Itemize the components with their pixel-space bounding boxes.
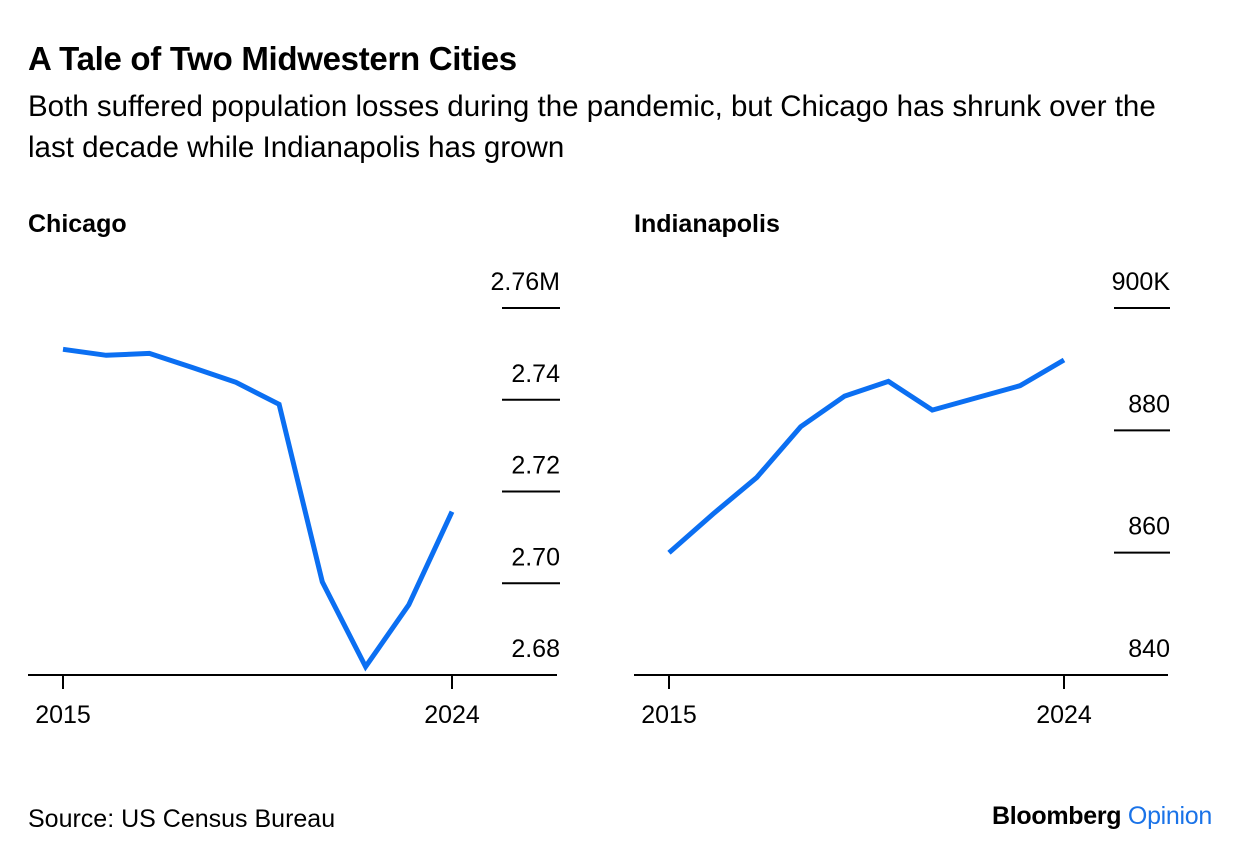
chicago-ytick-label-4: 2.68 bbox=[511, 635, 560, 663]
indianapolis-ytick-label-3: 840 bbox=[1128, 635, 1170, 663]
chicago-panel-title: Chicago bbox=[28, 210, 127, 238]
indianapolis-xtick-label-0: 2015 bbox=[641, 701, 697, 729]
source-note: Source: US Census Bureau bbox=[28, 805, 336, 833]
chicago-ytick-label-0: 2.76M bbox=[491, 268, 560, 296]
chicago-series-line-0 bbox=[62, 346, 455, 672]
indianapolis-ytick-label-2: 860 bbox=[1128, 513, 1170, 541]
chicago-ytick-label-3: 2.70 bbox=[511, 543, 560, 571]
brand-logo: Bloomberg Opinion bbox=[992, 802, 1212, 831]
chicago-xtick-label-0: 2015 bbox=[35, 701, 91, 729]
chicago-ytick-label-1: 2.74 bbox=[511, 360, 560, 388]
chicago-ytick-label-2: 2.72 bbox=[511, 452, 560, 480]
chart-subtitle: Both suffered population losses during t… bbox=[28, 90, 1156, 164]
brand-name: Bloomberg bbox=[992, 802, 1122, 830]
chicago-xtick-label-1: 2024 bbox=[424, 701, 480, 729]
indianapolis-ytick-label-0: 900K bbox=[1112, 268, 1171, 296]
indianapolis-panel-title: Indianapolis bbox=[634, 210, 780, 238]
indianapolis-series-line-0 bbox=[667, 357, 1066, 555]
indianapolis-ytick-label-1: 880 bbox=[1128, 390, 1170, 418]
brand-suffix: Opinion bbox=[1127, 802, 1212, 830]
chart-title: A Tale of Two Midwestern Cities bbox=[28, 40, 517, 77]
indianapolis-xtick-label-1: 2024 bbox=[1036, 701, 1092, 729]
